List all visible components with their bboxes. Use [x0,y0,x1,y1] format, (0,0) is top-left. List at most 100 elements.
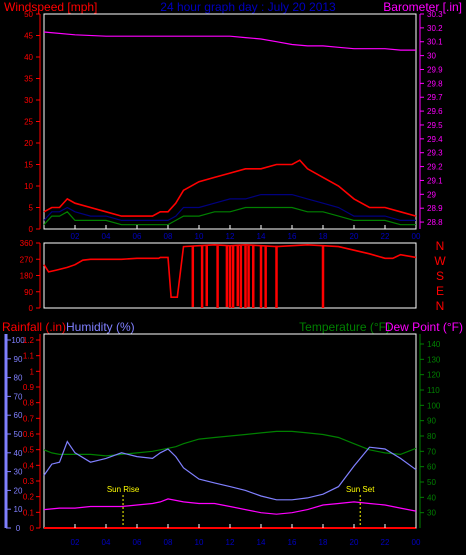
windspeed-tick-label: 0 [29,225,34,234]
humidity-tick-label: 70 [14,392,23,401]
windspeed-tick-label: 5 [29,204,34,213]
rainfall-tick-label: 1.1 [23,352,35,361]
direction-tick-label: 180 [20,272,34,281]
windspeed-tick-label: 50 [24,10,33,19]
dew_point-line [43,498,417,515]
climate-x-tick-label: 06 [133,538,142,547]
barometer-tick-label: 29.3 [427,149,443,158]
sun-annotation: Sun Rise [107,485,140,494]
humidity-tick-label: 40 [14,449,23,458]
climate-x-tick-label: 22 [381,538,390,547]
rainfall-tick-label: 1 [30,367,35,376]
direction-tick-label: 270 [20,255,34,264]
windspeed-tick-label: 25 [24,118,33,127]
humidity-label: Humidity (%) [66,320,135,334]
wind-x-tick-label: 08 [164,232,173,241]
direction-tick-label: 360 [20,239,34,248]
temperature-tick-label: 70 [427,447,436,456]
windspeed-tick-label: 30 [24,96,33,105]
compass-label: N [436,299,445,313]
windspeed-tick-label: 35 [24,75,33,84]
barometer-tick-label: 29.1 [427,176,443,185]
barometer-tick-label: 28.8 [427,218,443,227]
climate-x-tick-label: 12 [226,538,235,547]
temperature-tick-label: 110 [427,386,440,395]
windspeed-tick-label: 45 [24,32,33,41]
wind-x-tick-label: 20 [350,232,359,241]
barometer-line [43,31,416,51]
wind-x-tick-label: 10 [195,232,204,241]
barometer-tick-label: 28.9 [427,204,443,213]
chart-title: 24 hour graph day : July 20 2013 [160,0,336,14]
temperature-tick-label: 80 [427,432,436,441]
humidity-line [43,440,417,501]
climate-x-tick-label: 10 [195,538,204,547]
wind-panel-frame [43,13,417,230]
temperature-label: Temperature (°F) [299,320,390,334]
barometer-tick-label: 29.7 [427,93,443,102]
barometer-tick-label: 29.4 [427,135,443,144]
rainfall-label: Rainfall (.in) [2,320,66,334]
barometer-tick-label: 29.5 [427,121,443,130]
temperature-tick-label: 140 [427,340,441,349]
barometer-label: Barometer [.in] [383,0,462,14]
wind-x-tick-label: 06 [133,232,142,241]
barometer-tick-label: 30.3 [427,10,443,19]
rainfall-tick-label: 0.5 [23,446,35,455]
barometer-tick-label: 30.2 [427,24,443,33]
climate-x-tick-label: 14 [257,538,266,547]
windspeed-label: Windspeed [mph] [4,0,97,14]
humidity-tick-label: 90 [14,355,23,364]
barometer-tick-label: 30 [427,52,436,61]
rainfall-tick-label: 0.1 [23,508,35,517]
temp-panel-frame [43,333,417,529]
wind_speed-line [43,206,416,226]
humidity-tick-label: 50 [14,430,23,439]
temperature-tick-label: 50 [427,478,436,487]
wind-x-tick-label: 14 [257,232,266,241]
direction-tick-label: 90 [24,288,33,297]
rainfall-tick-label: 0.3 [23,477,35,486]
rainfall-tick-label: 0.2 [23,493,35,502]
sun-annotation: Sun Set [346,485,375,494]
rainfall-tick-label: 0.8 [23,399,35,408]
humidity-tick-label: 10 [14,505,23,514]
climate-x-tick-label: 04 [102,538,111,547]
wind-x-tick-label: 04 [102,232,111,241]
temperature-line [43,430,417,457]
wind-x-tick-label: 18 [319,232,328,241]
climate-x-tick-label: 16 [288,538,297,547]
humidity-tick-label: 60 [14,411,23,420]
humidity-tick-label: 30 [14,468,23,477]
compass-label: S [436,269,444,283]
dew-point-label: Dew Point (°F) [385,320,463,334]
barometer-tick-label: 29.2 [427,163,443,172]
compass-label: W [434,254,446,268]
compass-label: N [436,239,445,253]
windspeed-tick-label: 15 [24,161,33,170]
wind_gust-line [43,159,417,217]
climate-x-tick-label: 18 [319,538,328,547]
climate-x-tick-label: 00 [412,538,421,547]
barometer-tick-label: 29.8 [427,79,443,88]
temperature-tick-label: 90 [427,417,436,426]
temperature-tick-label: 120 [427,371,441,380]
wind-x-tick-label: 12 [226,232,235,241]
temperature-tick-label: 100 [427,401,441,410]
rainfall-tick-label: 0.7 [23,414,35,423]
temperature-tick-label: 30 [427,509,436,518]
humidity-tick-label: 20 [14,486,23,495]
barometer-tick-label: 29.9 [427,65,443,74]
wind-x-tick-label: 00 [412,232,421,241]
wind_direction-line [43,243,417,299]
windspeed-tick-label: 20 [24,139,33,148]
windspeed-tick-label: 10 [24,182,33,191]
rainfall-tick-label: 0.4 [23,461,35,470]
humidity-tick-label: 100 [11,336,25,345]
temperature-tick-label: 60 [427,463,436,472]
climate-x-tick-label: 08 [164,538,173,547]
rainfall-tick-label: 1.2 [23,336,35,345]
rainfall-tick-label: 0.6 [23,430,35,439]
